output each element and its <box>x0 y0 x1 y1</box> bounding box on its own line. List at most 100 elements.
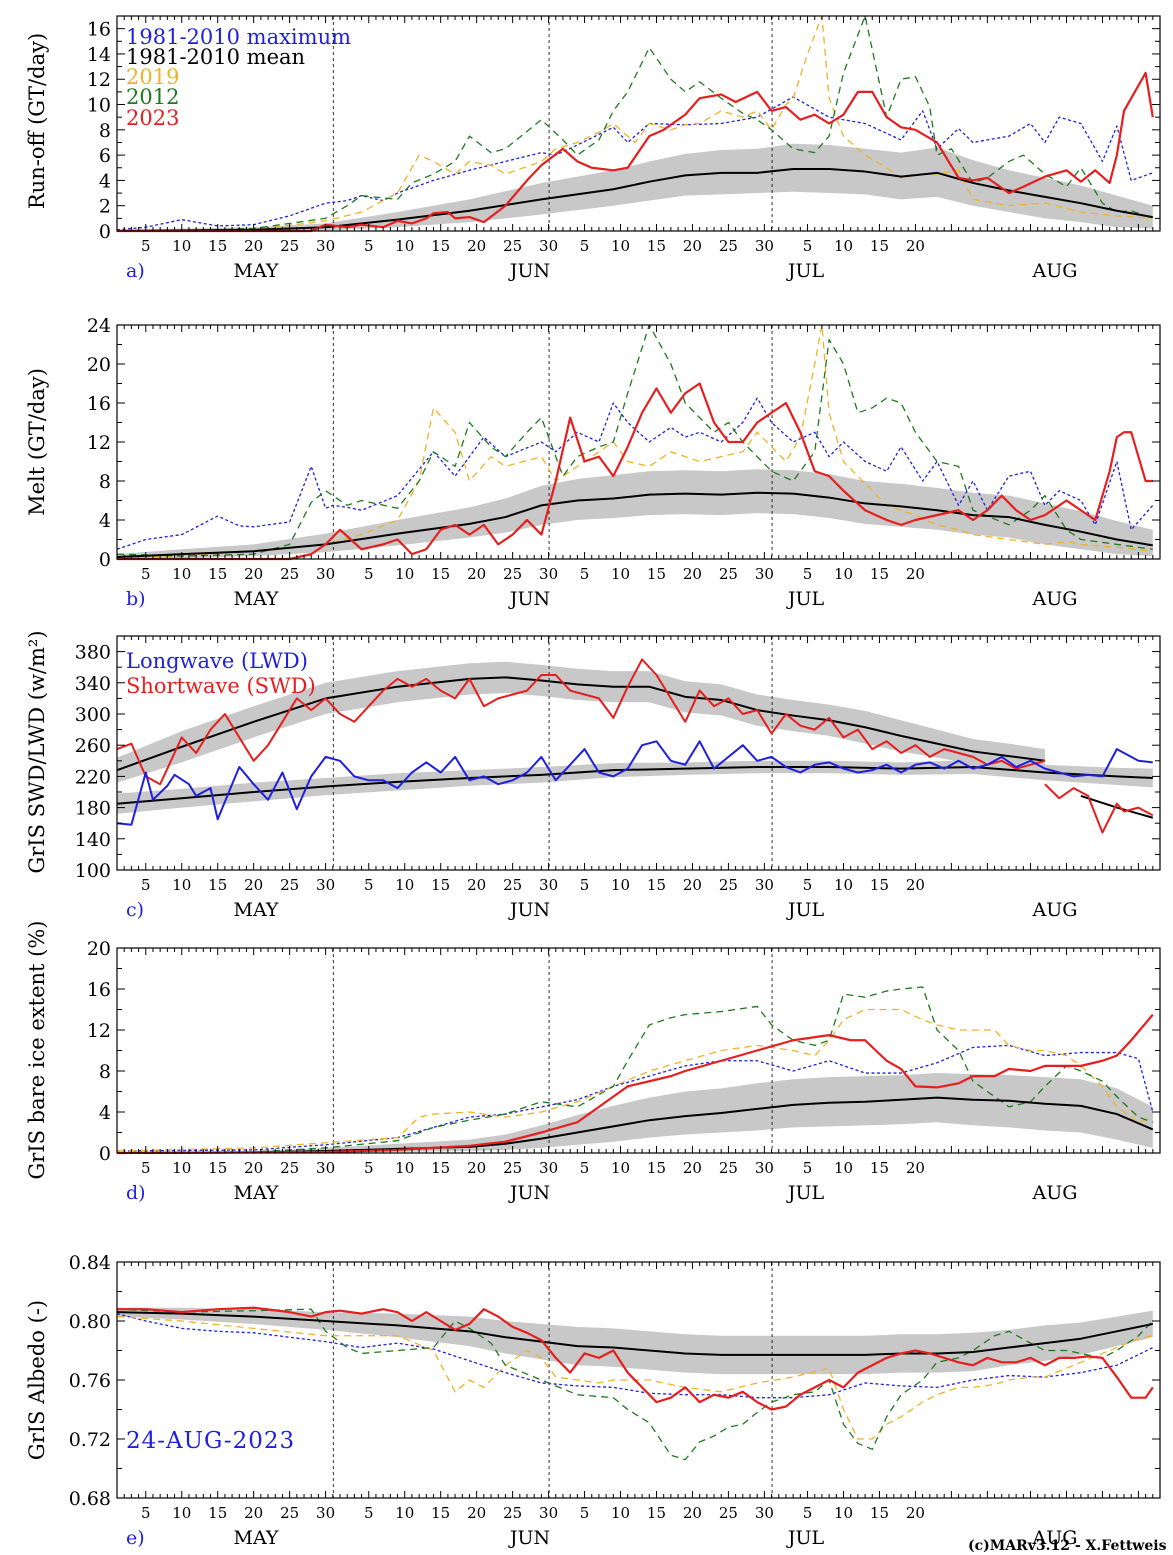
x-tick-label: 15 <box>208 876 227 894</box>
x-tick-label: 10 <box>172 1159 191 1177</box>
x-tick-label: 10 <box>172 876 191 894</box>
x-tick-label: 15 <box>870 1504 889 1522</box>
month-label: MAY <box>234 260 279 282</box>
x-tick-label: 20 <box>244 237 263 255</box>
x-tick-label: 25 <box>719 876 738 894</box>
x-tick-label: 10 <box>834 1159 853 1177</box>
x-tick-label: 15 <box>870 237 889 255</box>
y-axis-title: Melt (GT/day) <box>25 368 49 516</box>
x-tick-label: 30 <box>755 1159 774 1177</box>
x-tick-label: 20 <box>467 237 486 255</box>
x-tick-label: 15 <box>870 876 889 894</box>
x-tick-label: 20 <box>244 565 263 583</box>
x-tick-label: 10 <box>395 237 414 255</box>
x-tick-label: 20 <box>906 1504 925 1522</box>
x-tick-label: 15 <box>647 1504 666 1522</box>
panel-b: 0 4 8 12 16 20 24 5 10 15 20 25 30 5 10 15 20 25 30 5 10 15 20… <box>25 315 1160 610</box>
month-label: JUL <box>786 260 825 282</box>
x-tick-label: 10 <box>611 565 630 583</box>
y-tick-label: 0.80 <box>69 1311 111 1333</box>
x-tick-label: 15 <box>431 876 450 894</box>
y-tick-label: 8 <box>99 1061 111 1083</box>
month-label: JUN <box>508 260 550 282</box>
x-tick-label: 30 <box>539 876 558 894</box>
climatology-band <box>117 469 1153 559</box>
x-tick-label: 15 <box>208 1159 227 1177</box>
panel-label: a) <box>126 260 145 282</box>
y-tick-label: 0.84 <box>69 1252 111 1274</box>
month-label: JUL <box>786 899 825 921</box>
x-tick-label: 5 <box>580 1504 590 1522</box>
x-tick-label: 15 <box>431 237 450 255</box>
melt-season-figure: 02468101214165 10 15 20 25 30 5 10 15 20 25 30 5 10 15… <box>0 0 1173 1555</box>
month-label: JUL <box>786 1182 825 1204</box>
y-tick-label: 8 <box>99 471 111 493</box>
month-label: AUG <box>1032 260 1078 282</box>
x-tick-label: 10 <box>611 1504 630 1522</box>
x-tick-label: 20 <box>467 565 486 583</box>
y-tick-label: 140 <box>75 829 111 851</box>
legend-entry-shortwave: Shortwave (SWD) <box>126 674 316 698</box>
x-tick-label: 10 <box>172 1504 191 1522</box>
x-tick-label: 20 <box>244 876 263 894</box>
x-tick-label: 5 <box>580 876 590 894</box>
y-tick-label: 24 <box>87 315 111 337</box>
y-tick-label: 220 <box>75 766 111 788</box>
x-tick-label: 15 <box>208 237 227 255</box>
x-tick-label: 10 <box>395 876 414 894</box>
x-tick-label: 25 <box>280 1504 299 1522</box>
x-tick-label: 30 <box>316 876 335 894</box>
y-tick-label: 8 <box>99 120 111 142</box>
y-tick-label: 16 <box>87 979 111 1001</box>
x-tick-label: 20 <box>467 1159 486 1177</box>
month-label: JUL <box>786 1527 825 1549</box>
date-stamp: 24-AUG-2023 <box>126 1428 295 1454</box>
x-tick-label: 25 <box>719 1159 738 1177</box>
x-tick-label: 15 <box>208 565 227 583</box>
x-tick-label: 30 <box>755 1504 774 1522</box>
y-tick-label: 180 <box>75 798 111 820</box>
month-label: JUN <box>508 1182 550 1204</box>
y-tick-label: 12 <box>87 1020 111 1042</box>
month-label: JUN <box>508 899 550 921</box>
month-label: MAY <box>234 899 279 921</box>
y-axis-title: Run-off (GT/day) <box>25 33 49 209</box>
y-tick-label: 16 <box>87 393 111 415</box>
x-tick-label: 25 <box>503 237 522 255</box>
y-tick-label: 260 <box>75 735 111 757</box>
x-tick-label: 15 <box>870 565 889 583</box>
x-tick-label: 20 <box>683 876 702 894</box>
x-tick-label: 15 <box>208 1504 227 1522</box>
x-tick-label: 20 <box>906 876 925 894</box>
y-tick-label: 16 <box>87 19 111 41</box>
y-axis-title: GrIS Albedo (-) <box>25 1300 49 1460</box>
month-label: AUG <box>1032 899 1078 921</box>
x-tick-label: 5 <box>803 1504 813 1522</box>
x-tick-label: 30 <box>316 1504 335 1522</box>
y-tick-label: 12 <box>87 69 111 91</box>
x-tick-label: 5 <box>364 1504 374 1522</box>
y-tick-label: 380 <box>75 642 111 664</box>
x-tick-label: 15 <box>647 565 666 583</box>
y-tick-label: 20 <box>87 938 111 960</box>
y-tick-label: 100 <box>75 860 111 882</box>
x-tick-label: 10 <box>834 876 853 894</box>
month-label: AUG <box>1032 588 1078 610</box>
month-label: MAY <box>234 1527 279 1549</box>
month-label: MAY <box>234 588 279 610</box>
x-tick-label: 10 <box>834 565 853 583</box>
x-tick-label: 15 <box>431 1504 450 1522</box>
model-credit: (c)MARv3.12 - X.Fettweis <box>968 1538 1167 1554</box>
x-tick-label: 30 <box>755 876 774 894</box>
x-tick-label: 5 <box>364 1159 374 1177</box>
legend-entry-longwave: Longwave (LWD) <box>126 649 308 673</box>
y-tick-label: 0.68 <box>69 1488 111 1510</box>
x-tick-label: 10 <box>611 1159 630 1177</box>
x-tick-label: 30 <box>539 237 558 255</box>
y-tick-label: 0.72 <box>69 1429 111 1451</box>
x-tick-label: 20 <box>906 1159 925 1177</box>
panel-label: c) <box>126 899 144 921</box>
x-tick-label: 25 <box>280 876 299 894</box>
x-tick-label: 10 <box>611 237 630 255</box>
x-tick-label: 10 <box>395 565 414 583</box>
